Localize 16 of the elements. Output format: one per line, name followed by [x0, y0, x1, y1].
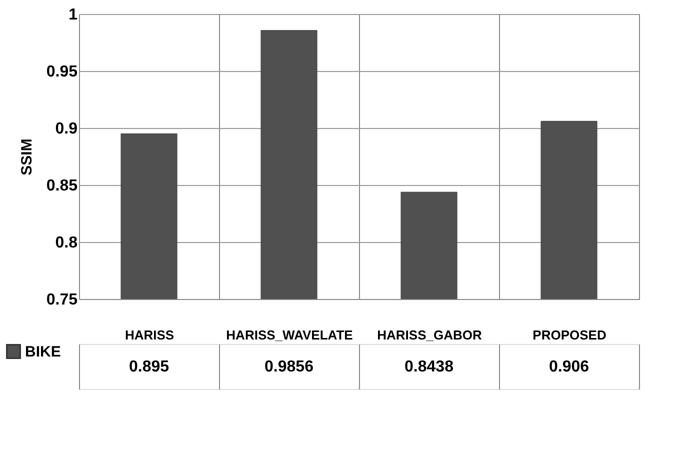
y-tick-label: 1: [68, 6, 78, 24]
y-tick-label: 0.95: [46, 64, 78, 80]
x-tick-label: HARISS_WAVELATE: [226, 328, 354, 342]
y-tick-label: 0.9: [55, 120, 78, 138]
y-tick-label: 0.8: [55, 234, 78, 252]
data-label: 0.8438: [404, 358, 454, 376]
legend-label: BIKE: [25, 344, 61, 360]
x-tick-label: PROPOSED: [532, 328, 606, 342]
data-label: 0.906: [548, 358, 590, 376]
y-axis-title: SSIM: [18, 138, 36, 176]
y-tick-label: 0.75: [46, 292, 78, 308]
x-tick-label: HARISS: [124, 328, 174, 342]
data-label: 0.9856: [264, 358, 314, 376]
y-tick-label: 0.85: [46, 178, 78, 194]
data-label: 0.895: [128, 358, 170, 376]
x-tick-label: HARISS_GABOR: [377, 328, 482, 342]
